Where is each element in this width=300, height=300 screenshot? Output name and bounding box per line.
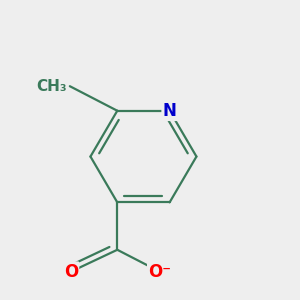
Text: O: O bbox=[64, 263, 78, 281]
Text: O⁻: O⁻ bbox=[148, 263, 171, 281]
Text: N: N bbox=[163, 102, 177, 120]
Text: CH₃: CH₃ bbox=[36, 79, 67, 94]
